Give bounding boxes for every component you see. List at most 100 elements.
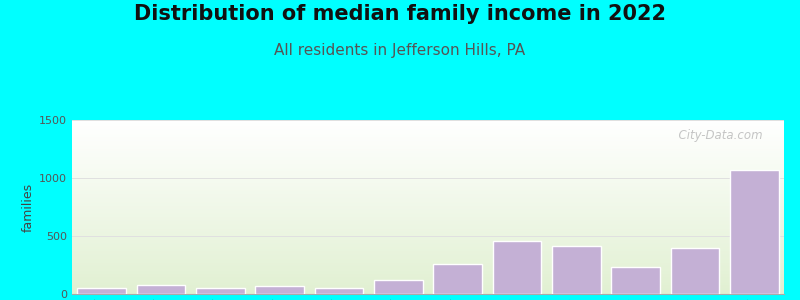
Bar	[72, 267, 784, 268]
Bar	[314, 288, 363, 294]
Bar	[72, 178, 784, 179]
Bar	[196, 288, 245, 294]
Bar	[72, 171, 784, 172]
Bar	[72, 174, 784, 175]
Bar	[72, 293, 784, 294]
Bar	[72, 237, 784, 238]
Bar	[72, 170, 784, 171]
Bar	[72, 179, 784, 180]
Bar	[72, 197, 784, 198]
Bar	[72, 276, 784, 277]
Bar	[72, 127, 784, 128]
Bar	[72, 131, 784, 132]
Bar	[72, 273, 784, 274]
Bar	[72, 272, 784, 273]
Bar	[72, 136, 784, 137]
Bar	[72, 120, 784, 121]
Bar	[72, 160, 784, 161]
Bar	[72, 255, 784, 256]
Bar	[72, 217, 784, 218]
Bar	[72, 221, 784, 222]
Bar	[72, 172, 784, 173]
Bar	[72, 184, 784, 185]
Bar	[72, 256, 784, 257]
Bar	[72, 193, 784, 194]
Bar	[72, 264, 784, 265]
Bar	[72, 231, 784, 232]
Bar	[72, 204, 784, 205]
Bar	[72, 125, 784, 126]
Bar	[72, 173, 784, 174]
Bar	[72, 262, 784, 263]
Bar	[72, 234, 784, 235]
Bar	[72, 153, 784, 154]
Bar	[72, 258, 784, 259]
Bar	[72, 282, 784, 283]
Bar	[137, 285, 186, 294]
Text: Distribution of median family income in 2022: Distribution of median family income in …	[134, 4, 666, 25]
Bar	[72, 240, 784, 241]
Bar	[72, 141, 784, 142]
Bar	[72, 207, 784, 208]
Bar	[72, 156, 784, 157]
Bar	[72, 133, 784, 134]
Bar	[72, 252, 784, 253]
Bar	[72, 261, 784, 262]
Bar	[72, 238, 784, 239]
Bar	[72, 194, 784, 195]
Bar	[72, 249, 784, 250]
Bar	[72, 124, 784, 125]
Bar	[72, 192, 784, 193]
Bar	[72, 247, 784, 248]
Bar	[72, 142, 784, 143]
Bar	[72, 278, 784, 279]
Bar	[72, 199, 784, 200]
Bar	[72, 128, 784, 129]
Bar	[72, 230, 784, 231]
Bar	[72, 162, 784, 163]
Bar	[72, 187, 784, 188]
Bar	[730, 170, 778, 294]
Bar	[72, 210, 784, 211]
Bar	[255, 286, 304, 294]
Bar	[72, 284, 784, 285]
Bar	[72, 270, 784, 271]
Bar	[72, 251, 784, 252]
Bar	[72, 211, 784, 212]
Bar	[72, 232, 784, 233]
Bar	[611, 267, 660, 294]
Bar	[72, 286, 784, 287]
Bar	[72, 169, 784, 170]
Bar	[72, 291, 784, 292]
Bar	[552, 246, 601, 294]
Bar	[72, 250, 784, 251]
Bar	[670, 248, 719, 294]
Bar	[72, 188, 784, 189]
Bar	[72, 226, 784, 227]
Text: City-Data.com: City-Data.com	[671, 129, 762, 142]
Bar	[72, 191, 784, 192]
Bar	[493, 241, 542, 294]
Bar	[72, 155, 784, 156]
Bar	[72, 280, 784, 281]
Bar	[72, 196, 784, 197]
Bar	[72, 245, 784, 246]
Bar	[72, 147, 784, 148]
Bar	[72, 214, 784, 215]
Bar	[72, 140, 784, 141]
Bar	[72, 126, 784, 127]
Bar	[72, 239, 784, 240]
Bar	[72, 205, 784, 206]
Bar	[72, 180, 784, 181]
Bar	[72, 152, 784, 153]
Bar	[72, 260, 784, 261]
Bar	[72, 248, 784, 249]
Bar	[72, 181, 784, 182]
Bar	[72, 161, 784, 162]
Bar	[72, 146, 784, 147]
Bar	[72, 129, 784, 130]
Bar	[72, 137, 784, 138]
Bar	[72, 190, 784, 191]
Bar	[72, 148, 784, 149]
Bar	[72, 189, 784, 190]
